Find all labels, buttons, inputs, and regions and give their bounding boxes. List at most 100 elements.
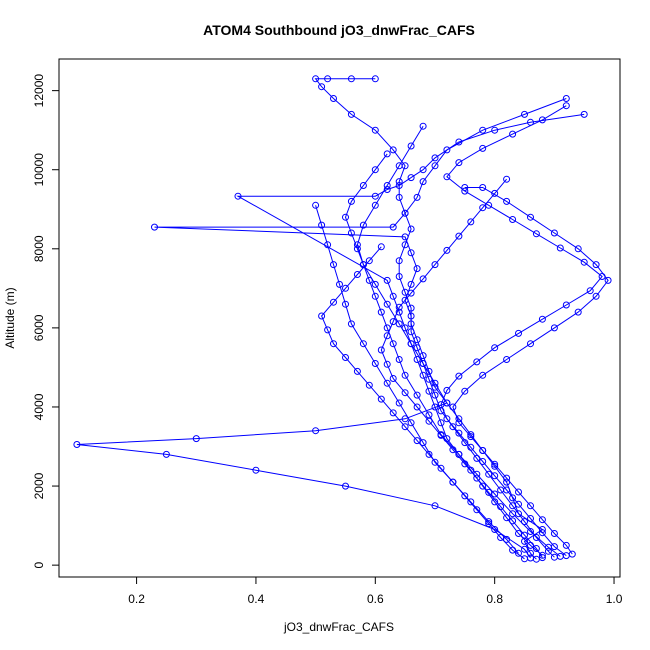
y-tick-label: 4000 bbox=[32, 393, 46, 420]
data-point bbox=[318, 221, 326, 229]
series-line bbox=[315, 205, 519, 554]
data-point bbox=[437, 419, 445, 427]
data-point bbox=[443, 415, 451, 423]
data-point bbox=[234, 192, 242, 200]
data-point bbox=[371, 126, 379, 134]
data-point bbox=[419, 371, 427, 379]
data-point bbox=[395, 193, 403, 201]
data-point bbox=[377, 243, 385, 251]
data-point bbox=[562, 301, 570, 309]
data-point bbox=[556, 244, 564, 252]
data-point bbox=[461, 492, 469, 500]
data-point bbox=[162, 450, 170, 458]
series-10 bbox=[437, 102, 606, 560]
data-point bbox=[521, 518, 528, 526]
data-point bbox=[419, 360, 427, 367]
data-point bbox=[503, 486, 511, 494]
data-point bbox=[449, 478, 457, 486]
data-point bbox=[455, 429, 463, 437]
data-point bbox=[455, 159, 463, 167]
data-point bbox=[407, 174, 415, 182]
data-point bbox=[347, 110, 355, 118]
data-point bbox=[371, 292, 379, 300]
data-point bbox=[574, 245, 582, 253]
data-point bbox=[515, 329, 522, 337]
x-tick-label: 0.4 bbox=[248, 592, 265, 606]
data-point bbox=[580, 110, 588, 118]
data-point bbox=[413, 391, 421, 399]
data-point bbox=[359, 182, 367, 189]
data-point bbox=[479, 144, 487, 152]
data-point bbox=[252, 466, 260, 474]
series-8 bbox=[318, 243, 528, 563]
data-point bbox=[407, 225, 415, 233]
data-point bbox=[485, 201, 493, 209]
data-point bbox=[491, 189, 499, 197]
data-point bbox=[515, 500, 522, 508]
data-point bbox=[598, 273, 606, 280]
data-point bbox=[407, 419, 415, 427]
data-point bbox=[527, 528, 534, 535]
series-3 bbox=[234, 110, 588, 559]
data-point bbox=[437, 431, 445, 439]
data-point bbox=[604, 276, 612, 284]
data-point bbox=[479, 371, 487, 379]
data-point bbox=[318, 83, 326, 91]
data-point bbox=[515, 488, 522, 496]
data-point bbox=[443, 173, 451, 181]
y-tick-label: 8000 bbox=[32, 235, 46, 262]
data-point bbox=[401, 371, 409, 379]
data-point bbox=[521, 531, 528, 539]
data-point bbox=[550, 229, 558, 237]
data-point bbox=[347, 320, 355, 328]
data-point bbox=[389, 409, 397, 417]
data-point bbox=[509, 510, 517, 518]
data-point bbox=[342, 354, 349, 361]
data-point bbox=[592, 261, 600, 269]
data-point bbox=[527, 515, 534, 522]
data-point bbox=[467, 498, 475, 506]
data-point bbox=[431, 379, 439, 387]
data-point bbox=[538, 551, 546, 559]
data-point bbox=[544, 547, 552, 555]
data-point bbox=[413, 193, 421, 201]
data-point bbox=[449, 423, 457, 431]
data-point bbox=[401, 233, 409, 241]
data-point bbox=[377, 346, 385, 354]
data-point bbox=[509, 216, 517, 223]
chart-title: ATOM4 Southbound jO3_dnwFrac_CAFS bbox=[203, 22, 475, 38]
data-point bbox=[353, 367, 361, 375]
data-point bbox=[449, 446, 457, 454]
data-point bbox=[497, 503, 505, 511]
data-point bbox=[389, 146, 397, 154]
data-point bbox=[473, 506, 481, 514]
data-point bbox=[562, 102, 570, 110]
x-tick-label: 0.8 bbox=[486, 592, 503, 606]
data-point bbox=[395, 162, 403, 170]
data-point bbox=[550, 543, 558, 551]
data-point bbox=[371, 166, 379, 174]
data-point bbox=[467, 443, 475, 451]
data-point bbox=[407, 289, 415, 297]
data-point bbox=[419, 439, 427, 447]
data-point bbox=[324, 326, 332, 334]
y-tick-label: 0 bbox=[32, 561, 46, 568]
y-tick-label: 12000 bbox=[32, 74, 46, 108]
data-point bbox=[455, 372, 463, 380]
data-point bbox=[527, 502, 534, 510]
data-point bbox=[383, 150, 391, 158]
data-point bbox=[407, 340, 415, 348]
data-point bbox=[365, 257, 373, 265]
data-point bbox=[503, 356, 511, 363]
data-point bbox=[586, 287, 594, 295]
series-line bbox=[452, 187, 609, 555]
data-point bbox=[395, 303, 403, 311]
data-point bbox=[413, 403, 421, 411]
data-point bbox=[455, 419, 463, 427]
data-point bbox=[330, 340, 337, 348]
data-point bbox=[431, 162, 439, 170]
data-point bbox=[461, 187, 469, 195]
data-point bbox=[431, 458, 439, 466]
data-point bbox=[538, 116, 546, 124]
